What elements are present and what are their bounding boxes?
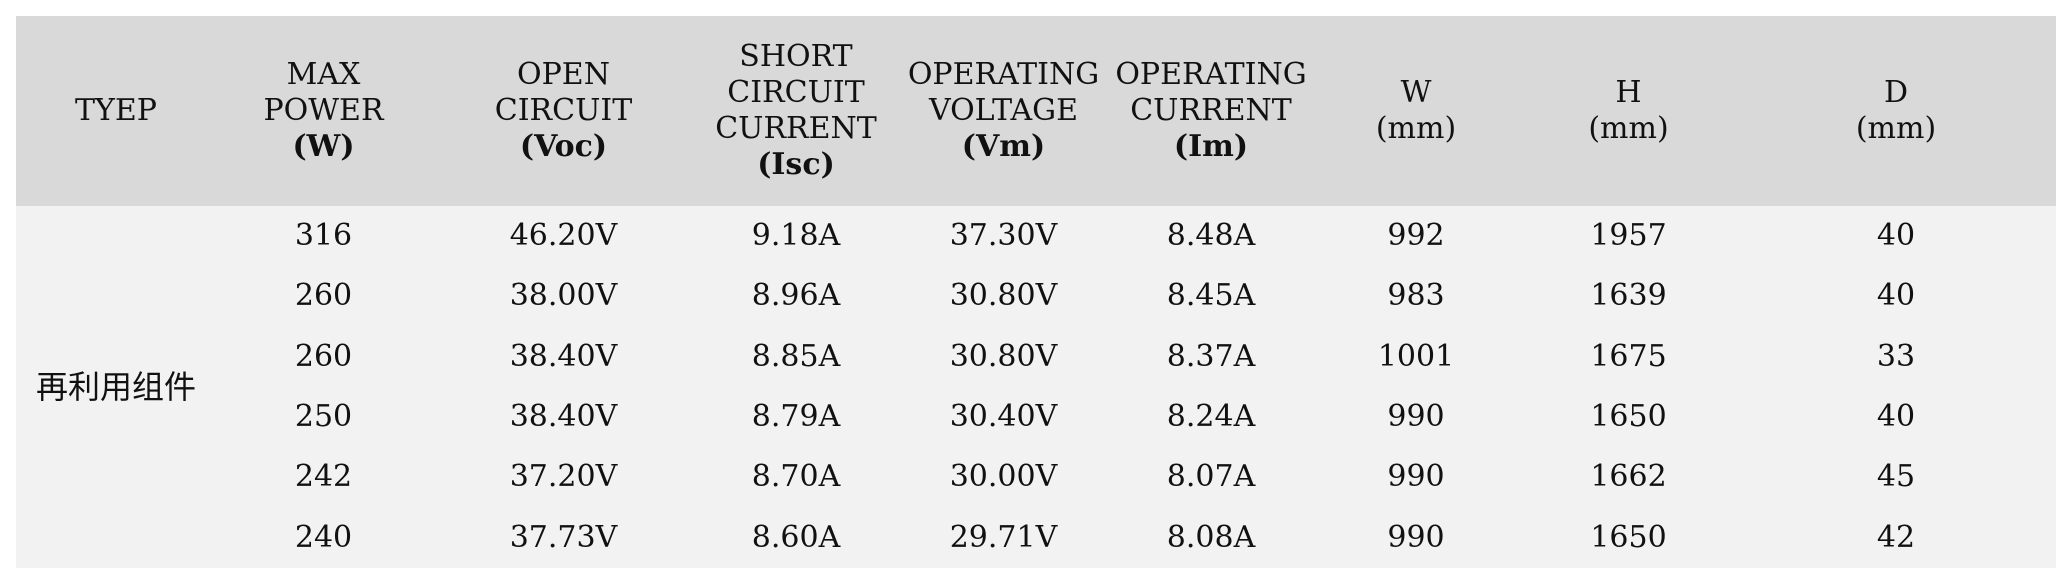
header-operating-current-line: OPERATING xyxy=(1115,57,1307,92)
spec-table-container: TYEP MAX POWER (W) OPEN CIRCUIT (Voc) SHORT CIRC… xyxy=(16,16,2056,568)
header-operating-voltage-line: VOLTAGE xyxy=(928,93,1079,128)
header-operating-voltage: OPERATING VOLTAGE (Vm) xyxy=(896,16,1111,206)
cell-depth: 42 xyxy=(1876,519,1916,555)
cell-height: 1662 xyxy=(1590,459,1667,495)
cell-operating-current: 8.24A xyxy=(1166,399,1256,435)
cell-depth: 40 xyxy=(1876,218,1916,254)
cell-depth: 40 xyxy=(1876,399,1916,435)
cell-open-circuit: 38.00V xyxy=(509,278,618,314)
header-row: TYEP MAX POWER (W) OPEN CIRCUIT (Voc) SHORT CIRC… xyxy=(16,16,2056,206)
cell-open-circuit: 37.73V xyxy=(509,519,618,555)
cell-width: 983 xyxy=(1387,278,1445,314)
cell-width: 1001 xyxy=(1377,338,1455,374)
cell-max-power: 260 xyxy=(294,278,353,314)
header-width-unit: (mm) xyxy=(1375,111,1457,146)
header-height-line: H xyxy=(1615,75,1642,110)
header-short-circuit-current: SHORT CIRCUIT CURRENT (Isc) xyxy=(696,16,896,206)
cell-width: 990 xyxy=(1387,519,1445,555)
cell-width: 992 xyxy=(1387,218,1445,254)
cell-short-circuit-current: 8.79A xyxy=(751,399,841,435)
header-open-circuit: OPEN CIRCUIT (Voc) xyxy=(431,16,696,206)
header-max-power: MAX POWER (W) xyxy=(216,16,431,206)
header-max-power-line: POWER xyxy=(263,93,384,128)
header-short-circuit-current-line: SHORT xyxy=(739,39,853,74)
header-open-circuit-line: OPEN xyxy=(517,57,610,92)
cell-operating-voltage: 30.40V xyxy=(949,399,1058,435)
cell-operating-voltage: 29.71V xyxy=(949,519,1058,555)
header-type-line: TYEP xyxy=(75,93,157,128)
cell-height: 1675 xyxy=(1590,338,1667,374)
header-short-circuit-current-line: CURRENT xyxy=(715,111,877,146)
cell-operating-voltage: 30.00V xyxy=(949,459,1058,495)
cell-depth: 40 xyxy=(1876,278,1916,314)
cell-open-circuit: 38.40V xyxy=(509,399,618,435)
table-row: 260 38.00V 8.96A 30.80V 8.45A 983 1639 40 xyxy=(16,266,2056,326)
table-row: 242 37.20V 8.70A 30.00V 8.07A 990 1662 45 xyxy=(16,447,2056,507)
header-open-circuit-unit: (Voc) xyxy=(519,129,608,164)
header-operating-current-line: CURRENT xyxy=(1130,93,1292,128)
cell-short-circuit-current: 8.85A xyxy=(751,338,841,374)
cell-max-power: 316 xyxy=(294,218,353,254)
cell-height: 1650 xyxy=(1590,399,1667,435)
cell-depth: 33 xyxy=(1876,338,1916,374)
cell-height: 1650 xyxy=(1590,519,1667,555)
cell-max-power: 260 xyxy=(294,338,353,374)
cell-operating-current: 8.37A xyxy=(1166,338,1256,374)
cell-operating-voltage: 30.80V xyxy=(949,338,1058,374)
cell-short-circuit-current: 8.60A xyxy=(751,519,841,555)
cell-open-circuit: 37.20V xyxy=(509,459,618,495)
header-height: H (mm) xyxy=(1521,16,1736,206)
table-body: 再利用组件 316 46.20V 9.18A 37.30V 8.48A 992 1957 40 2… xyxy=(16,206,2056,568)
header-operating-current: OPERATING CURRENT (Im) xyxy=(1111,16,1311,206)
table-row: 240 37.73V 8.60A 29.71V 8.08A 990 1650 42 xyxy=(16,508,2056,568)
header-width: W (mm) xyxy=(1311,16,1521,206)
header-type: TYEP xyxy=(16,16,216,206)
header-depth: D (mm) xyxy=(1736,16,2056,206)
cell-short-circuit-current: 8.96A xyxy=(751,278,841,314)
header-depth-unit: (mm) xyxy=(1855,111,1937,146)
cell-short-circuit-current: 8.70A xyxy=(751,459,841,495)
cell-short-circuit-current: 9.18A xyxy=(751,218,841,254)
cell-max-power: 242 xyxy=(294,459,353,495)
header-short-circuit-current-unit: (Isc) xyxy=(757,147,835,182)
header-short-circuit-current-line: CIRCUIT xyxy=(727,75,865,110)
header-depth-line: D xyxy=(1883,75,1909,110)
cell-operating-voltage: 37.30V xyxy=(949,218,1058,254)
cell-operating-current: 8.07A xyxy=(1166,459,1256,495)
table-row: 260 38.40V 8.85A 30.80V 8.37A 1001 1675 33 xyxy=(16,327,2056,387)
table-row: 再利用组件 316 46.20V 9.18A 37.30V 8.48A 992 1957 40 xyxy=(16,206,2056,406)
cell-width: 990 xyxy=(1387,399,1445,435)
cell-max-power: 250 xyxy=(294,399,353,435)
type-cell: 再利用组件 xyxy=(36,367,197,406)
cell-height: 1957 xyxy=(1590,218,1667,254)
header-height-unit: (mm) xyxy=(1588,111,1669,146)
cell-open-circuit: 38.40V xyxy=(509,338,618,374)
cell-height: 1639 xyxy=(1590,278,1667,314)
cell-max-power: 240 xyxy=(294,519,353,555)
spec-table: TYEP MAX POWER (W) OPEN CIRCUIT (Voc) SHORT CIRC… xyxy=(16,16,2056,568)
header-max-power-unit: (W) xyxy=(292,129,355,164)
header-open-circuit-line: CIRCUIT xyxy=(494,93,633,128)
cell-width: 990 xyxy=(1387,459,1445,495)
header-operating-voltage-line: OPERATING xyxy=(907,57,1100,92)
cell-operating-current: 8.48A xyxy=(1166,218,1256,254)
cell-operating-voltage: 30.80V xyxy=(949,278,1058,314)
header-operating-current-unit: (Im) xyxy=(1173,129,1249,164)
header-width-line: W xyxy=(1400,75,1432,110)
header-max-power-line: MAX xyxy=(286,57,361,92)
cell-depth: 45 xyxy=(1876,459,1916,495)
cell-operating-current: 8.08A xyxy=(1166,519,1256,555)
table-row: 250 38.40V 8.79A 30.40V 8.24A 990 1650 40 xyxy=(16,387,2056,447)
header-operating-voltage-unit: (Vm) xyxy=(961,129,1046,164)
cell-operating-current: 8.45A xyxy=(1166,278,1256,314)
cell-open-circuit: 46.20V xyxy=(509,218,618,254)
